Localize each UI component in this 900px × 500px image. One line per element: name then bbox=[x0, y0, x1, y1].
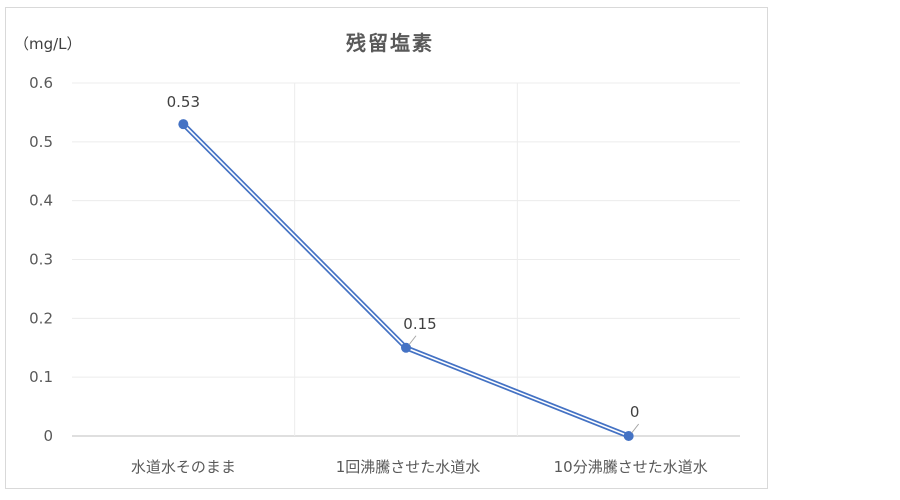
y-tick-label: 0.6 bbox=[29, 74, 53, 92]
data-label-leader bbox=[631, 423, 640, 434]
data-label-leader bbox=[408, 335, 417, 346]
y-tick-label: 0.1 bbox=[29, 368, 53, 386]
data-point bbox=[401, 342, 411, 353]
x-tick-label: 10分沸騰させた水道水 bbox=[554, 458, 708, 476]
chart-frame bbox=[5, 7, 768, 489]
series-line-inner bbox=[182, 123, 629, 437]
y-tick-label: 0.4 bbox=[29, 192, 53, 210]
y-unit-label: （mg/L） bbox=[14, 35, 82, 53]
y-tick-label: 0.2 bbox=[29, 309, 53, 327]
data-labels: 0.53 0.15 0 bbox=[167, 93, 640, 434]
data-label: 0.15 bbox=[403, 315, 436, 333]
data-point bbox=[178, 119, 189, 130]
y-tick-label: 0.5 bbox=[29, 133, 53, 151]
chart-title: 残留塩素 bbox=[346, 31, 434, 55]
series-line bbox=[181, 122, 630, 439]
data-points bbox=[178, 119, 634, 441]
data-label: 0.53 bbox=[167, 93, 200, 111]
data-point bbox=[623, 431, 634, 441]
y-tick-label: 0 bbox=[43, 427, 53, 445]
x-axis-ticks: 水道水そのまま 1回沸騰させた水道水 10分沸騰させた水道水 bbox=[131, 458, 708, 476]
y-axis-ticks: 0 0.1 0.2 0.3 0.4 0.5 0.6 bbox=[29, 74, 53, 445]
series-line-outer bbox=[181, 122, 630, 439]
x-tick-label: 1回沸騰させた水道水 bbox=[336, 458, 481, 476]
y-tick-label: 0.3 bbox=[29, 251, 53, 269]
x-tick-label: 水道水そのまま bbox=[131, 458, 236, 476]
gridlines bbox=[72, 82, 740, 437]
data-label: 0 bbox=[630, 403, 640, 421]
